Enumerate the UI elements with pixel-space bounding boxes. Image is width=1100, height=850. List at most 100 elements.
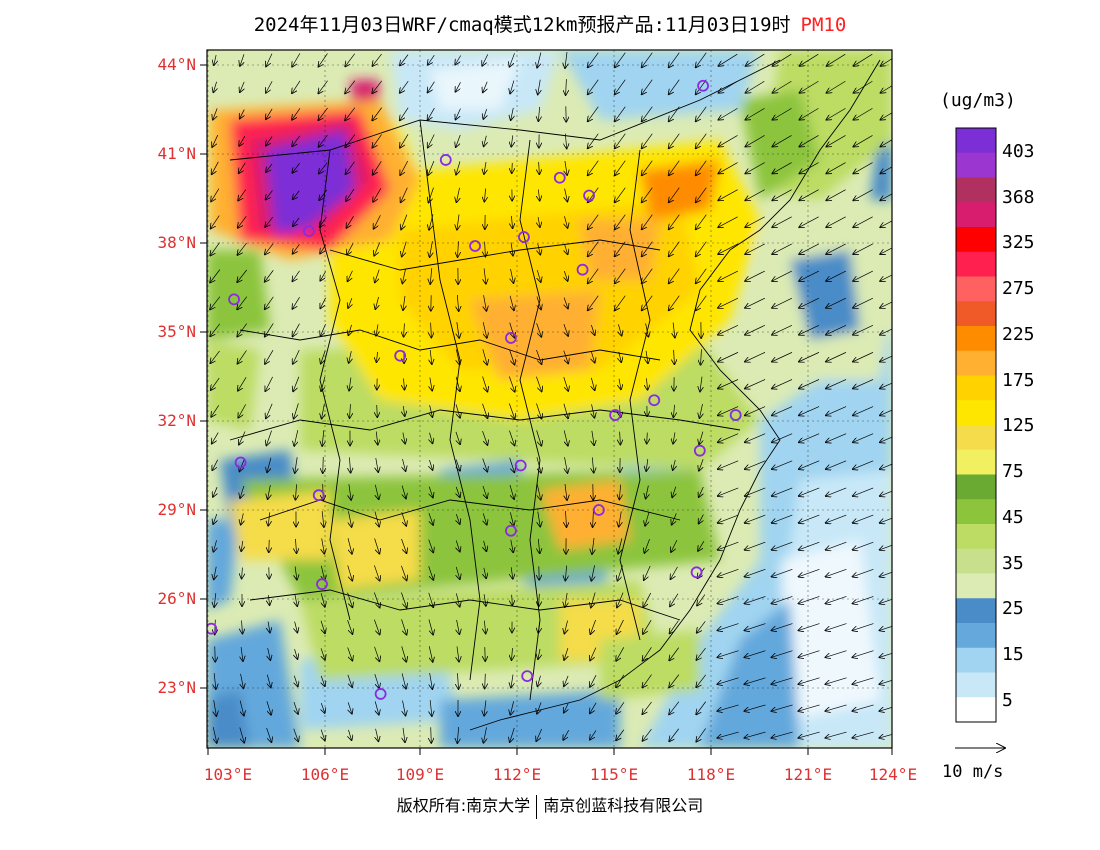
wind-arrow — [295, 649, 298, 659]
colorbar-swatch — [956, 647, 996, 673]
wind-arrow — [745, 270, 765, 281]
wind-arrow — [511, 135, 512, 146]
wind-arrow — [268, 512, 270, 525]
wind-arrow — [799, 433, 820, 443]
wind-arrow — [430, 377, 432, 391]
wind-arrow — [826, 189, 846, 201]
wind-arrow — [402, 268, 405, 284]
wind-arrow — [697, 594, 706, 606]
wind-arrow — [592, 538, 594, 554]
wind-arrow — [376, 728, 379, 741]
colorbar-label: 75 — [1002, 461, 1024, 482]
wind-arrow — [456, 108, 461, 120]
wind-arrow — [321, 376, 325, 391]
wind-arrow — [773, 108, 792, 119]
wind-arrow — [669, 187, 680, 203]
colorbar-swatch — [956, 326, 996, 352]
wind-arrow — [241, 513, 244, 524]
wind-arrow — [696, 674, 707, 687]
wind-arrow — [718, 460, 739, 469]
wind-arrow — [213, 513, 217, 524]
wind-arrow — [428, 107, 435, 120]
wind-arrow — [295, 621, 298, 633]
colorbar-swatch — [956, 449, 996, 475]
wind-arrow — [745, 135, 765, 146]
wind-arrow — [619, 511, 622, 526]
city-marker — [576, 263, 589, 276]
wind-arrow — [826, 487, 847, 496]
wind-arrow — [295, 593, 297, 606]
wind-arrow — [484, 620, 485, 634]
wind-arrow — [617, 592, 624, 608]
wind-arrow — [457, 322, 459, 338]
wind-arrow — [456, 134, 461, 147]
map-frame — [206, 49, 893, 749]
wind-arrow — [564, 648, 568, 660]
wind-arrow — [456, 161, 460, 174]
wind-arrow — [853, 541, 874, 550]
wind-arrow — [320, 323, 326, 336]
wind-arrow — [826, 324, 847, 334]
wind-arrow — [745, 650, 766, 658]
wind-arrow — [215, 646, 216, 661]
wind-arrow — [238, 377, 247, 390]
wind-arrow — [619, 378, 621, 389]
city-marker — [693, 444, 706, 457]
wind-arrow — [718, 270, 738, 281]
wind-arrow — [402, 485, 406, 499]
wind-arrow — [538, 189, 539, 201]
wind-arrow — [853, 352, 874, 361]
wind-arrow — [719, 108, 738, 119]
wind-arrow — [718, 297, 739, 308]
wind-arrow — [671, 566, 678, 579]
wind-arrow — [428, 619, 433, 634]
wind-arrow — [826, 433, 847, 443]
wind-arrow — [509, 349, 514, 364]
wind-arrow — [536, 349, 541, 364]
wind-arrow — [718, 514, 739, 523]
wind-arrow — [853, 514, 874, 523]
wind-arrow — [456, 459, 460, 470]
wind-arrow — [799, 487, 820, 496]
wind-arrow — [293, 350, 300, 364]
wind-arrow — [718, 243, 738, 254]
wind-arrow — [880, 436, 892, 443]
lat-label: 29°N — [157, 500, 196, 519]
wind-arrow — [373, 592, 379, 607]
wind-arrow — [458, 241, 459, 257]
wind-arrow — [510, 295, 514, 310]
wind-arrow — [320, 244, 327, 254]
wind-arrow — [400, 54, 409, 66]
wind-arrow — [880, 301, 892, 308]
wind-arrow — [854, 108, 873, 119]
wind-arrow — [321, 565, 324, 580]
wind-arrow — [772, 650, 793, 658]
wind-arrow — [745, 379, 766, 388]
wind-arrow — [266, 81, 273, 93]
wind-arrow — [672, 486, 676, 497]
wind-arrow — [772, 514, 793, 523]
wind-arrow — [322, 538, 325, 553]
wind-arrow — [745, 623, 766, 631]
wind-arrow — [588, 52, 599, 68]
city-marker — [312, 489, 325, 502]
wind-arrow — [697, 621, 706, 632]
wind-arrow — [214, 54, 216, 65]
wind-arrow — [482, 349, 487, 364]
wind-arrow — [482, 54, 489, 65]
wind-arrow — [456, 376, 460, 391]
wind-arrow — [615, 214, 626, 230]
wind-arrow — [319, 53, 328, 66]
wind-arrow — [696, 187, 707, 203]
city-marker — [505, 524, 517, 537]
wind-arrow — [511, 674, 513, 688]
city-marker — [690, 566, 703, 579]
wind-arrow — [213, 81, 216, 92]
wind-arrow — [773, 80, 792, 92]
wind-arrow — [565, 188, 568, 202]
wind-arrow — [825, 677, 847, 684]
title-main: 2024年11月03日WRF/cmaq模式12km预报产品:11月03日19时 — [253, 14, 791, 36]
wind-arrow — [511, 567, 513, 578]
city-marker — [583, 189, 595, 202]
wind-arrow — [772, 596, 793, 603]
